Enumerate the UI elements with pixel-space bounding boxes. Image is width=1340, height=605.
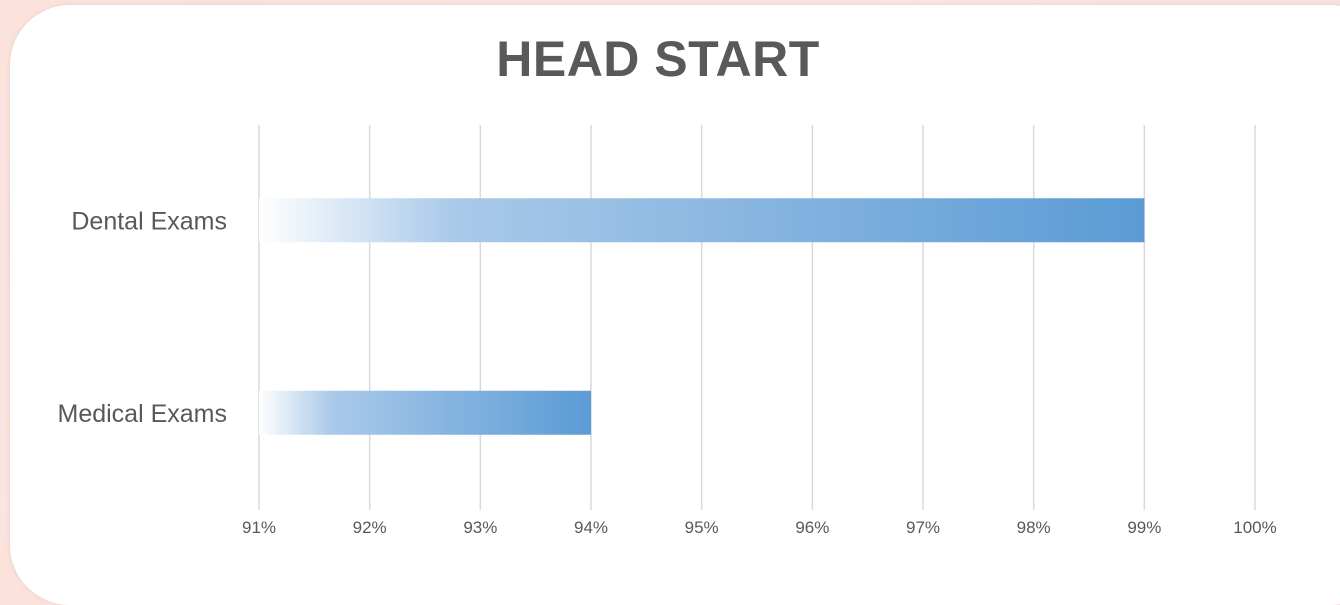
x-tick-label: 98% <box>1017 518 1051 537</box>
chart-card <box>10 5 1340 605</box>
chart-title: HEAD START <box>496 31 820 87</box>
category-labels: Dental Exams Medical Exams <box>58 207 228 428</box>
x-axis-tick-labels: 91% 92% 93% 94% 95% 96% 97% 98% 99% 100% <box>242 518 1277 537</box>
x-tick-label: 94% <box>574 518 608 537</box>
bar-dental-exams <box>259 198 1145 243</box>
x-tick-label: 99% <box>1127 518 1161 537</box>
category-label: Dental Exams <box>71 207 227 235</box>
x-tick-label: 96% <box>795 518 829 537</box>
gridlines <box>258 125 1256 510</box>
bar-medical-exams <box>259 390 591 435</box>
bars <box>259 198 1145 435</box>
x-tick-label: 100% <box>1233 518 1276 537</box>
category-label: Medical Exams <box>58 400 228 428</box>
x-tick-label: 92% <box>353 518 387 537</box>
x-tick-label: 95% <box>685 518 719 537</box>
x-tick-label: 97% <box>906 518 940 537</box>
x-tick-label: 93% <box>463 518 497 537</box>
x-tick-label: 91% <box>242 518 276 537</box>
bar-chart: Dental Exams Medical Exams 91% 92% 93% 94% 95… <box>58 125 1277 537</box>
